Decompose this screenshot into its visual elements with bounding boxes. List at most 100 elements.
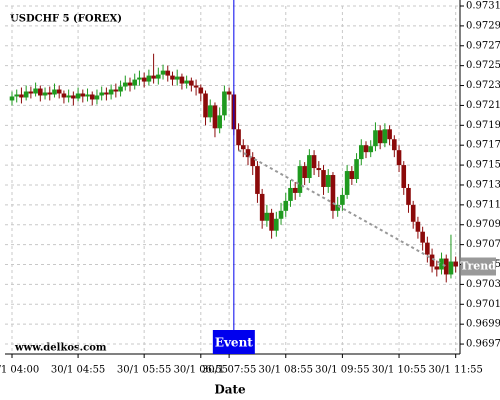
- x-tick-label: 30/1 10:55: [372, 365, 426, 376]
- candle-body: [321, 170, 326, 187]
- y-tick-label: 0.9729: [466, 20, 500, 31]
- x-tick-label: 30/1 04:55: [51, 365, 105, 376]
- candle-body: [382, 129, 388, 144]
- candle-body: [132, 79, 138, 86]
- candle-body: [255, 166, 260, 194]
- candle-body: [170, 75, 175, 80]
- x-tick-label: 30/1 08:55: [259, 365, 313, 376]
- y-tick-label: 0.9725: [466, 60, 500, 71]
- candle-body: [307, 155, 312, 179]
- candle-body: [160, 70, 166, 75]
- candle-body: [80, 93, 86, 97]
- candle-body: [420, 231, 425, 243]
- candle-body: [368, 146, 374, 153]
- candle-body: [264, 212, 270, 221]
- candle-body: [453, 261, 458, 267]
- candle-body: [335, 204, 340, 211]
- trend-box: [461, 257, 496, 276]
- candle-body: [250, 157, 256, 167]
- candle-body: [240, 145, 246, 150]
- candle-body: [14, 94, 20, 97]
- candle-body: [94, 95, 100, 100]
- candle-body: [259, 193, 265, 221]
- candle-body: [156, 74, 161, 79]
- candle-body: [274, 218, 279, 231]
- y-tick-label: 0.9719: [466, 120, 500, 131]
- candle-body: [387, 129, 392, 140]
- y-tick-label: 0.9709: [466, 219, 500, 230]
- event-box: [212, 330, 255, 354]
- candle-body: [425, 242, 430, 255]
- y-tick-label: 0.9707: [466, 239, 500, 250]
- x-tick-label: 30/1 11:55: [428, 365, 482, 376]
- y-tick-label: 0.9703: [466, 279, 500, 290]
- candle-body: [316, 168, 322, 171]
- candle-body: [415, 221, 421, 232]
- x-tick-label: 30/1 04:00: [0, 365, 39, 376]
- candle-body: [118, 86, 123, 92]
- candle-body: [203, 93, 208, 118]
- candle-body: [297, 166, 303, 193]
- candle-body: [340, 194, 345, 205]
- candle-body: [66, 95, 71, 98]
- candle-body: [344, 171, 350, 195]
- candle-body: [302, 166, 307, 179]
- candle-body: [174, 76, 180, 80]
- trend-line: [238, 149, 447, 268]
- y-tick-label: 0.9721: [466, 100, 500, 111]
- event-label: Event: [215, 336, 253, 350]
- candle-body: [212, 105, 218, 129]
- x-axis-label: Date: [214, 383, 246, 397]
- candle-body: [311, 155, 317, 169]
- y-tick-label: 0.9723: [466, 80, 500, 91]
- y-tick-label: 0.9699: [466, 319, 500, 330]
- candle-body: [71, 95, 76, 99]
- candle-body: [358, 145, 364, 160]
- candle-body: [184, 80, 189, 84]
- y-tick-label: 0.9697: [466, 339, 500, 350]
- candle-body: [127, 82, 133, 86]
- candle-body: [23, 91, 29, 98]
- y-tick-label: 0.9715: [466, 160, 500, 171]
- x-tick-label: 30/1 05:55: [117, 365, 171, 376]
- candle-body: [278, 210, 284, 219]
- candle-body: [151, 75, 156, 79]
- candle-body: [89, 94, 95, 100]
- candle-body: [9, 96, 15, 101]
- candle-body: [146, 75, 152, 82]
- candle-body: [85, 94, 90, 97]
- candle-body: [113, 89, 119, 92]
- candle-body: [439, 258, 444, 270]
- candle-body: [179, 76, 185, 84]
- y-tick-label: 0.9731: [466, 1, 500, 12]
- candle-body: [61, 93, 67, 98]
- candle-body: [354, 159, 359, 180]
- candle-body: [325, 175, 331, 187]
- candle-body: [189, 80, 194, 86]
- candle-body: [19, 94, 24, 98]
- candle-body: [141, 77, 147, 82]
- candle-body: [401, 165, 407, 188]
- trend-label: Trend: [460, 260, 496, 273]
- candle-body: [377, 130, 383, 144]
- candle-body: [165, 70, 171, 76]
- candle-body: [38, 88, 43, 96]
- candle-body: [47, 92, 53, 95]
- candle-body: [104, 92, 109, 95]
- candle-body: [236, 129, 241, 146]
- candle-body: [429, 254, 435, 267]
- candle-body: [283, 200, 289, 211]
- candle-body: [448, 261, 454, 275]
- candle-body: [349, 171, 355, 180]
- candle-body: [108, 89, 114, 95]
- candle-body: [330, 175, 336, 211]
- candle-body: [42, 92, 48, 96]
- candle-body: [99, 92, 104, 96]
- candle-body: [363, 145, 369, 153]
- candle-body: [392, 139, 397, 151]
- x-tick-label: 30/1 09:55: [315, 365, 369, 376]
- y-tick-label: 0.9711: [466, 199, 500, 210]
- candle-body: [122, 82, 128, 87]
- candle-body: [28, 91, 34, 94]
- candle-body: [292, 187, 298, 193]
